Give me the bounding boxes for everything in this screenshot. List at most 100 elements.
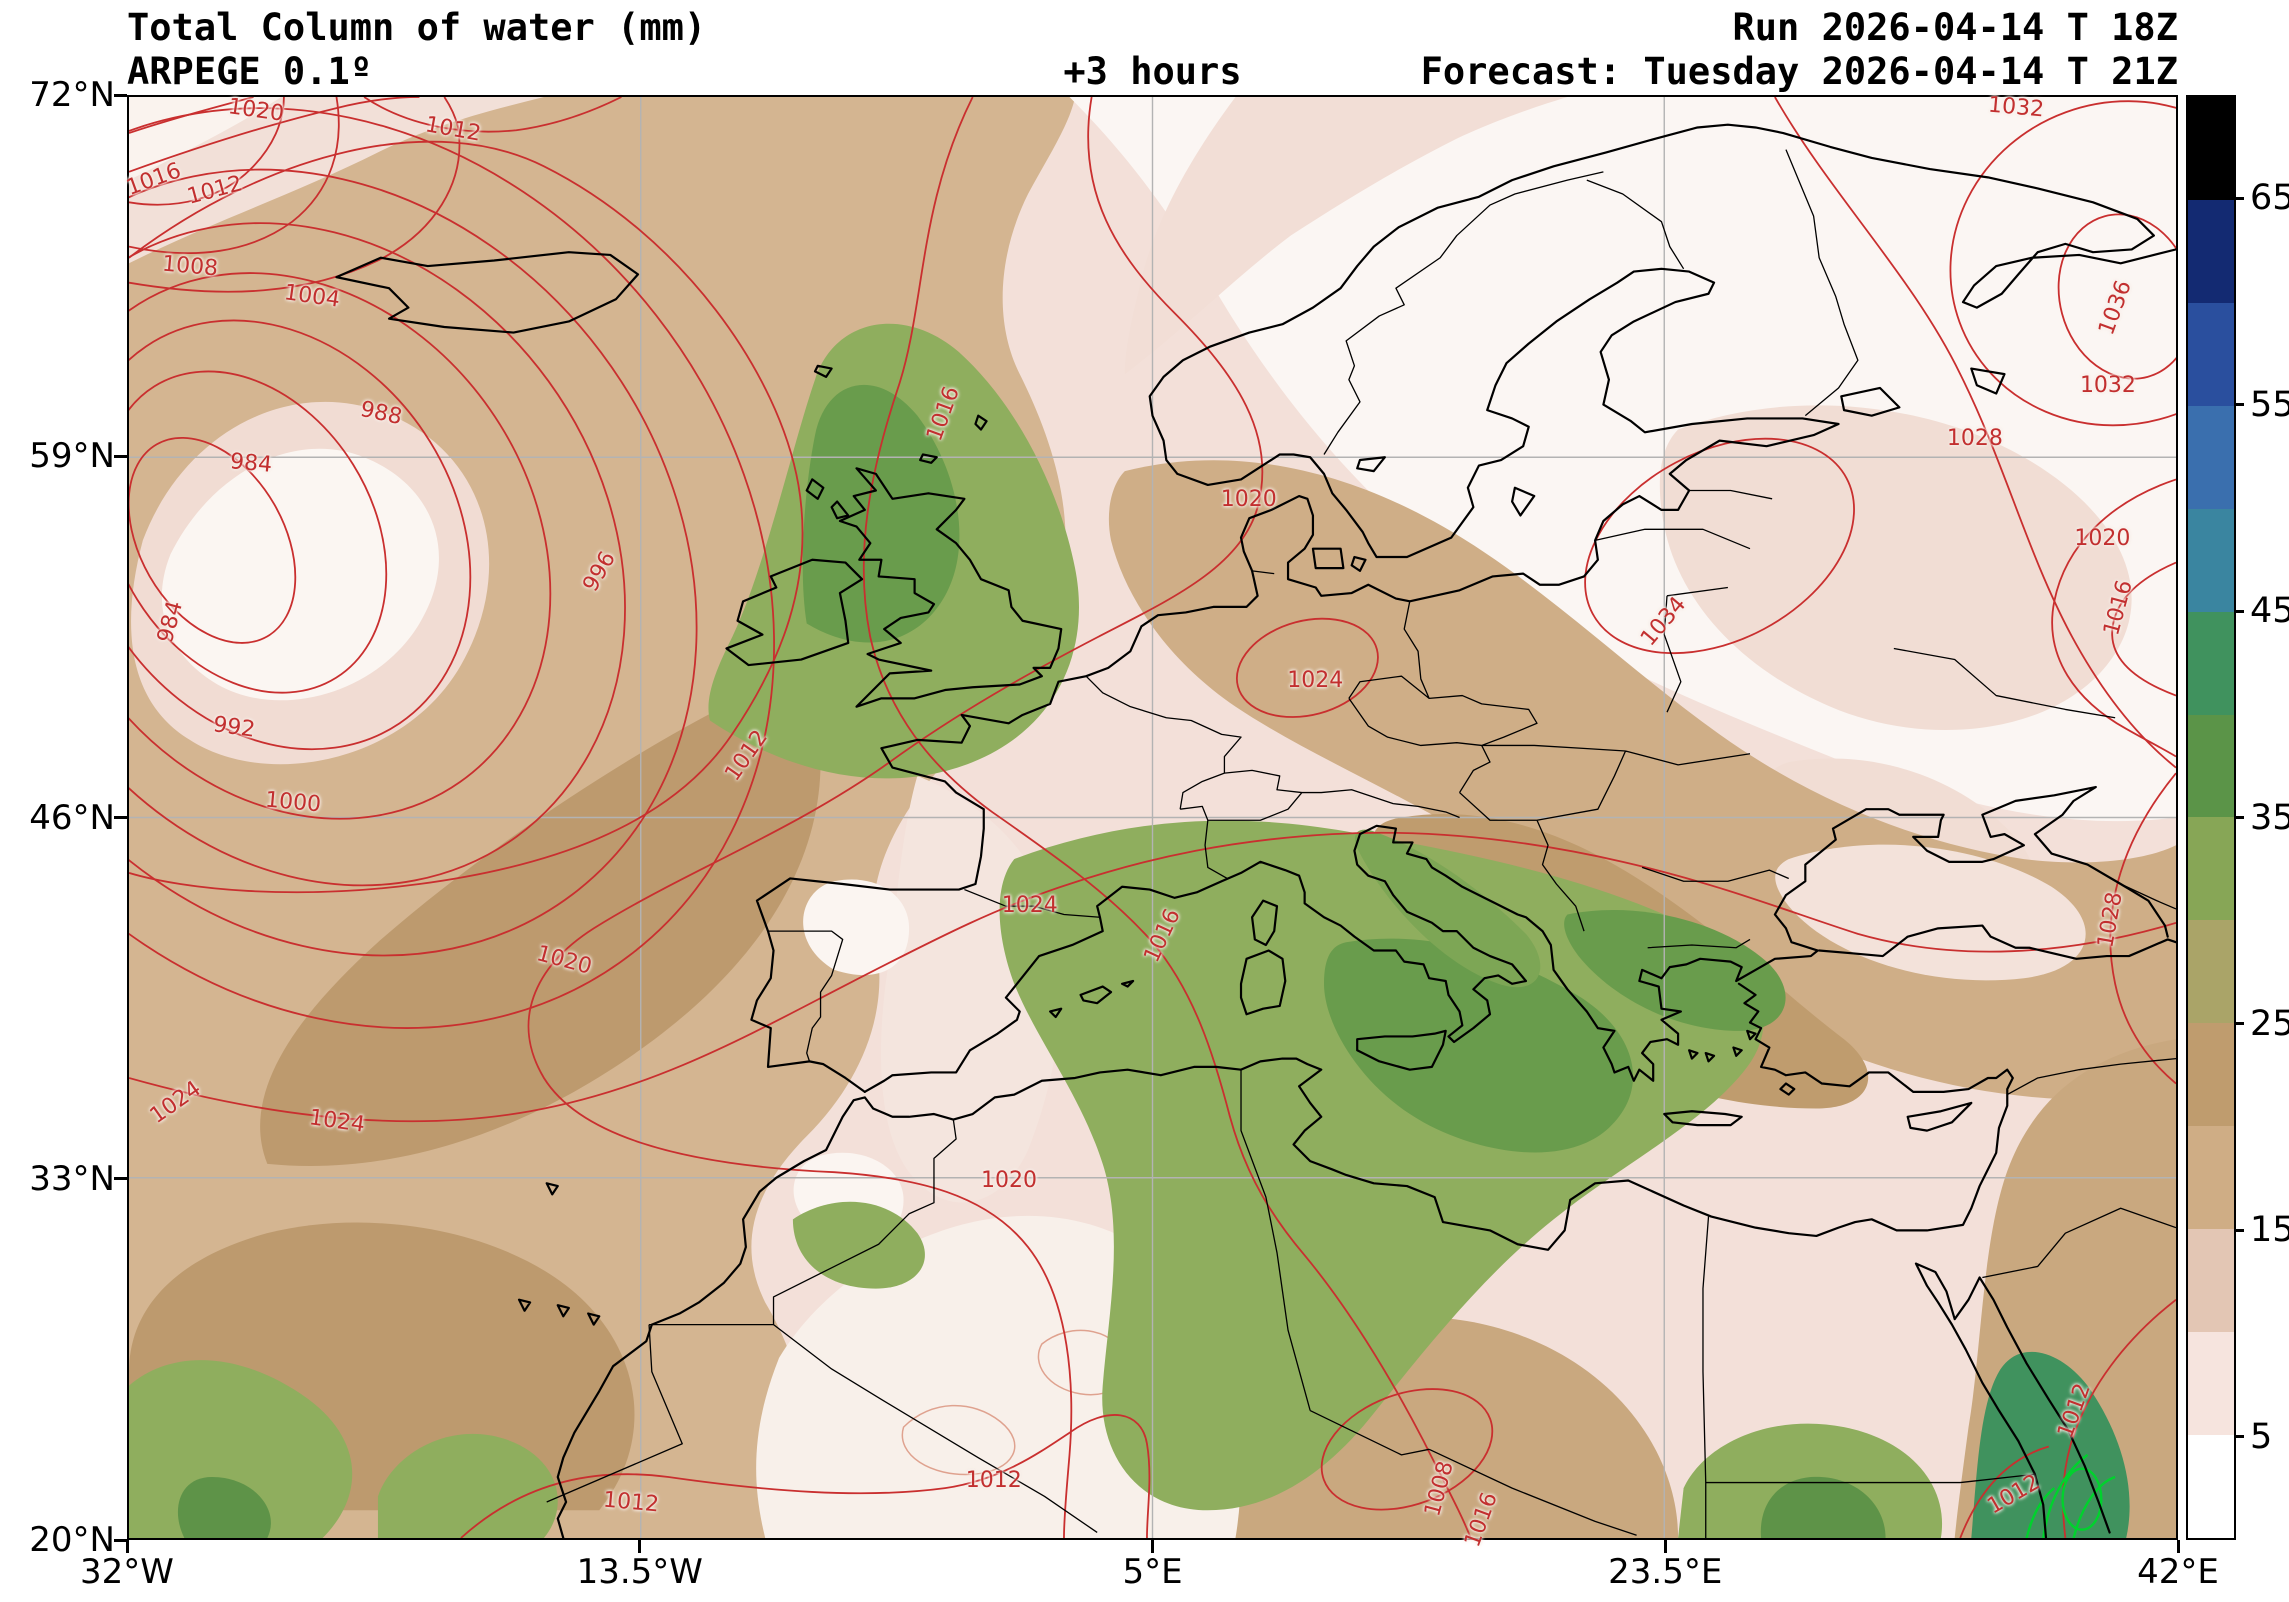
colorbar-segment	[2188, 1229, 2234, 1333]
colorbar-segment	[2188, 302, 2234, 406]
lon-tick-mark	[125, 1540, 129, 1553]
moisture-region	[260, 695, 821, 1167]
moisture-region	[1659, 405, 2132, 731]
moisture-region	[792, 1201, 925, 1289]
forecast-time-label: Forecast: Tuesday 2026-04-14 T 21Z	[1420, 50, 2178, 93]
isobar-line	[129, 244, 551, 825]
colorbar	[2186, 95, 2236, 1540]
isobar-line	[129, 173, 655, 919]
moisture-region	[1124, 97, 1568, 375]
isobar-line	[1775, 97, 2176, 768]
isobar-contours	[129, 97, 2176, 1538]
coastline-mediterranean-blacksea	[865, 787, 2168, 1092]
isobar-line	[129, 97, 459, 292]
run-time-label: Run 2026-04-14 T 18Z	[1732, 6, 2178, 49]
colorbar-segment	[2188, 1126, 2234, 1230]
colorbar-segment	[2188, 714, 2234, 818]
colorbar-segment	[2188, 1023, 2234, 1127]
isobar-line	[461, 1415, 1149, 1538]
map-graphic	[129, 97, 2176, 1538]
coastline-gb	[840, 468, 1061, 706]
colorbar-tick-label: 15	[2250, 1210, 2289, 1251]
isobar-line	[1905, 97, 2176, 473]
colorbar-segment	[2188, 405, 2234, 509]
coastline-turkey-north	[1819, 926, 2176, 959]
lead-time-label: +3 hours	[1063, 50, 1242, 93]
lat-tick-mark	[114, 454, 127, 458]
lat-tick-mark	[114, 1177, 127, 1181]
lat-tick-label: 33°N	[29, 1158, 115, 1199]
isobar-line	[2110, 773, 2176, 1083]
isobar-line	[129, 97, 253, 133]
lat-tick-mark	[114, 93, 127, 97]
lon-tick-mark	[2176, 1540, 2180, 1553]
lon-tick-mark	[638, 1540, 642, 1553]
coastline-ireland	[727, 560, 863, 665]
isobar-line	[129, 97, 419, 172]
colorbar-segment	[2188, 817, 2234, 921]
colorbar-tick-label: 45	[2250, 591, 2289, 632]
isobar-line	[129, 408, 330, 672]
lat-tick-label: 59°N	[29, 436, 115, 477]
isobar-line	[129, 97, 339, 253]
coastline-redsea	[1916, 1264, 2110, 1538]
coastline-iceland	[336, 252, 638, 332]
colorbar-tick-label: 25	[2250, 1003, 2289, 1044]
coastlines	[336, 125, 2176, 1538]
moisture-region	[1564, 910, 1786, 1031]
coastline-small-islands	[807, 366, 987, 518]
lakes	[1357, 369, 2004, 472]
moisture-region	[129, 97, 544, 264]
lon-tick-label: 13.5°W	[576, 1552, 703, 1592]
colorbar-segment	[2188, 1332, 2234, 1435]
isobar-line	[129, 97, 851, 1105]
isobar-line	[2052, 479, 2176, 756]
lon-tick-mark	[1663, 1540, 1667, 1553]
colorbar-tick-label: 65	[2250, 178, 2289, 219]
colorbar-tick-label: 35	[2250, 797, 2289, 838]
isobar-line	[2112, 563, 2176, 696]
lat-tick-mark	[114, 1538, 127, 1542]
colorbar-tick-mark	[2236, 196, 2244, 200]
colorbar-segment	[2188, 97, 2234, 200]
isobar-line	[129, 319, 444, 746]
isobar-line	[1305, 1367, 1509, 1532]
lon-tick-label: 42°E	[2137, 1552, 2219, 1592]
highlight-contour-line	[2063, 1469, 2102, 1530]
colorbar-tick-label: 55	[2250, 384, 2289, 425]
colorbar-tick-mark	[2236, 609, 2244, 613]
colorbar-tick-mark	[2236, 1022, 2244, 1026]
coastline-atlantic-baltic-scandinavia	[751, 125, 2176, 1092]
isobar-line	[129, 142, 803, 893]
isobar-line	[864, 97, 1471, 1538]
isobar-line	[1226, 604, 1389, 732]
colorbar-segment	[2188, 199, 2234, 303]
isobar-line	[129, 97, 956, 1205]
colorbar-segment	[2188, 611, 2234, 715]
colorbar-segment	[2188, 920, 2234, 1024]
moisture-region	[803, 879, 910, 976]
lon-tick-label: 23.5°E	[1608, 1552, 1723, 1592]
isobar-line	[1960, 1447, 2049, 1538]
country-borders	[547, 150, 2176, 1538]
moisture-region	[1760, 1476, 1886, 1538]
isobar-line	[129, 833, 2176, 1121]
moisture-region	[1324, 938, 1634, 1153]
lon-tick-label: 5°E	[1122, 1552, 1183, 1592]
moisture-region	[1775, 844, 2086, 981]
colorbar-segment	[2188, 1434, 2234, 1538]
model-label: ARPEGE 0.1º	[127, 50, 373, 93]
colorbar-tick-mark	[2236, 1435, 2244, 1439]
colorbar-tick-mark	[2236, 816, 2244, 819]
colorbar-tick-label: 5	[2250, 1416, 2273, 1457]
isobar-line	[2041, 199, 2176, 394]
moisture-region	[1354, 829, 1541, 988]
lat-tick-mark	[114, 816, 127, 819]
isobar-line	[529, 97, 1263, 1538]
coastline-islands-other	[519, 488, 1755, 1325]
lon-tick-mark	[1151, 1540, 1154, 1553]
isobar-line	[364, 97, 621, 132]
lat-tick-label: 20°N	[29, 1520, 115, 1560]
moisture-region	[177, 1477, 271, 1538]
